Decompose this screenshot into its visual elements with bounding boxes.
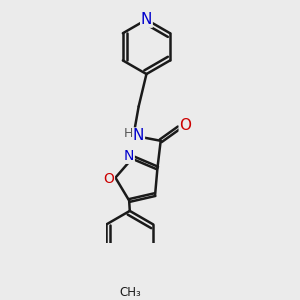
Text: O: O <box>103 172 114 186</box>
Text: H: H <box>124 127 133 140</box>
Text: N: N <box>133 128 144 143</box>
Text: CH₃: CH₃ <box>119 286 141 299</box>
Text: N: N <box>141 12 152 27</box>
Text: N: N <box>124 149 134 163</box>
Text: O: O <box>179 118 191 133</box>
